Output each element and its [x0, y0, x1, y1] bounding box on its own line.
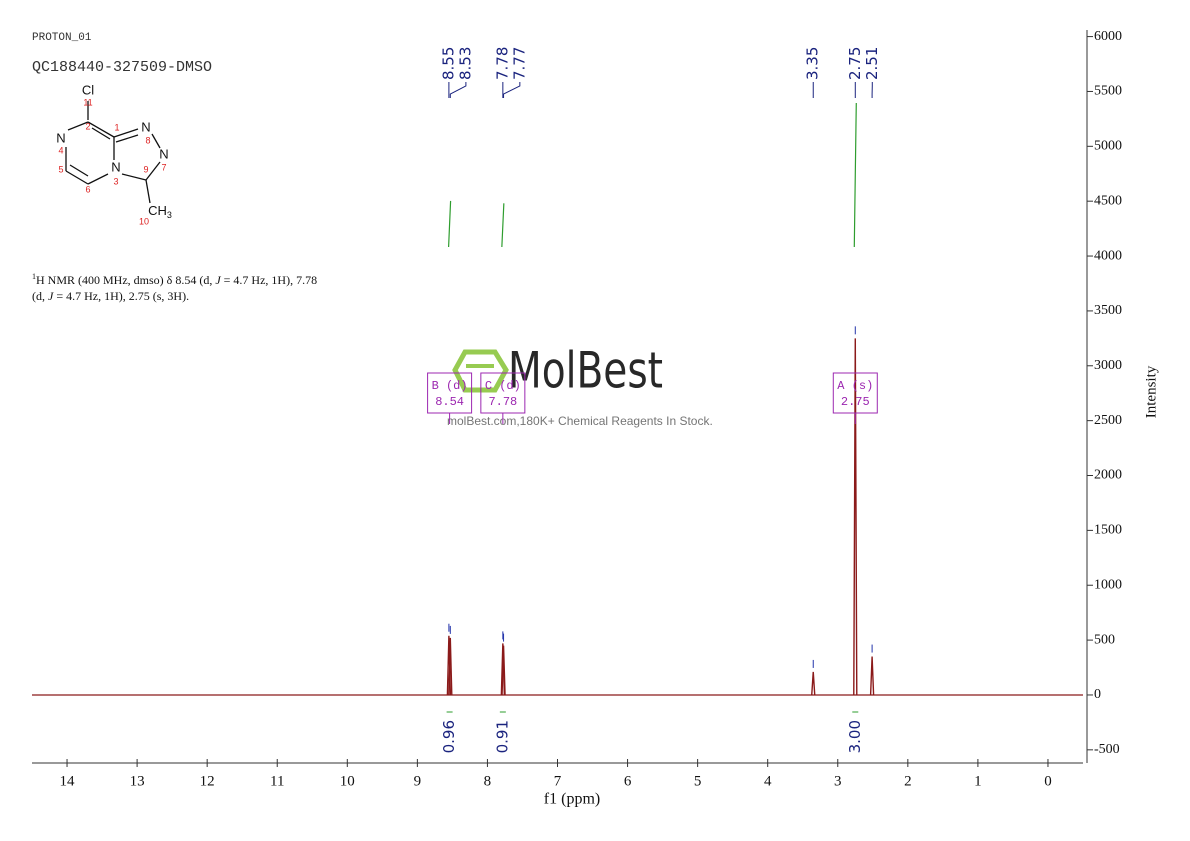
- description-line: (d, J = 4.7 Hz, 1H), 2.75 (s, 3H).: [32, 289, 189, 303]
- peak: [853, 338, 858, 695]
- x-tick-label: 10: [340, 773, 355, 789]
- description-line: 1H NMR (400 MHz, dmso) δ 8.54 (d, J = 4.…: [32, 272, 317, 287]
- y-tick-label: -500: [1094, 742, 1120, 757]
- peak-label: 8.55: [439, 47, 457, 80]
- integral-curve: [853, 102, 857, 248]
- peak-label: 2.51: [863, 47, 881, 80]
- multiplet-label: B (d): [432, 379, 468, 393]
- text: H NMR (400 MHz, dmso) δ 8.54 (d,: [36, 273, 215, 287]
- x-tick-label: 0: [1044, 773, 1052, 789]
- superscript: 1: [32, 272, 36, 281]
- x-tick-label: 9: [414, 773, 422, 789]
- x-tick-label: 14: [60, 773, 76, 789]
- text: = 4.7 Hz, 1H), 7.78: [221, 273, 317, 287]
- text: J: [48, 289, 54, 303]
- peak-label: 3.35: [804, 47, 822, 80]
- integral-label: 3.00: [846, 720, 864, 753]
- atom-number: 3: [113, 176, 118, 186]
- peak-connector: [503, 82, 521, 98]
- multiplet-label: A (s): [837, 379, 873, 393]
- integral-curve: [501, 203, 505, 248]
- atom: N: [56, 130, 65, 145]
- peak: [811, 671, 816, 696]
- y-tick-label: 2500: [1094, 413, 1122, 428]
- atom-number: 8: [145, 135, 150, 145]
- x-tick-label: 8: [484, 773, 492, 789]
- peak: [448, 637, 453, 695]
- peak-label: 2.75: [846, 47, 864, 80]
- atom-number: 7: [161, 162, 166, 172]
- peak: [869, 656, 875, 695]
- y-tick-label: 6000: [1094, 29, 1122, 44]
- x-axis-label: f1 (ppm): [544, 791, 600, 808]
- multiplet-label: C (d): [485, 379, 521, 393]
- y-tick-label: 4000: [1094, 248, 1122, 263]
- subtitle: QC188440-327509-DMSO: [32, 59, 212, 76]
- x-tick-label: 13: [130, 773, 145, 789]
- watermark-tagline: molBest.com,180K+ Chemical Reagents In S…: [447, 414, 713, 428]
- x-tick-label: 2: [904, 773, 912, 789]
- watermark: MolBest molBest.com,180K+ Chemical Reage…: [447, 342, 713, 429]
- peak-connector: [449, 82, 467, 98]
- y-tick-label: 2000: [1094, 468, 1122, 483]
- atom-number: 11: [83, 97, 92, 107]
- integral-curve: [447, 200, 452, 248]
- y-axis-label: Intensity: [1143, 365, 1159, 418]
- x-tick-label: 1: [974, 773, 982, 789]
- y-tick-label: 3500: [1094, 303, 1122, 318]
- atom-number: 9: [143, 164, 148, 174]
- multiplet-shift: 8.54: [435, 395, 464, 409]
- x-tick-label: 4: [764, 773, 772, 789]
- y-tick-label: 5000: [1094, 139, 1122, 154]
- atom: CH3: [148, 203, 172, 220]
- watermark-brand: MolBest: [508, 342, 663, 400]
- integral-label: 0.96: [440, 720, 458, 753]
- atom-part: CH: [148, 203, 167, 218]
- multiplet-shift: 7.78: [488, 395, 517, 409]
- y-tick-label: 1500: [1094, 523, 1122, 538]
- y-tick-label: 1000: [1094, 577, 1122, 592]
- x-tick-label: 5: [694, 773, 702, 789]
- integral-label: 0.91: [493, 720, 511, 753]
- peak-label: 8.53: [456, 47, 474, 80]
- text: J: [215, 273, 221, 287]
- x-tick-label: 3: [834, 773, 842, 789]
- peak: [501, 645, 506, 695]
- title: PROTON_01: [32, 32, 92, 44]
- atom-subscript: 3: [167, 210, 172, 220]
- text: (d,: [32, 289, 48, 303]
- x-tick-label: 6: [624, 773, 632, 789]
- atom-number: 2: [85, 121, 90, 131]
- atom-number: 6: [85, 184, 90, 194]
- peak-label: 7.77: [510, 47, 528, 80]
- x-tick-label: 11: [270, 773, 284, 789]
- peak-label: 7.78: [493, 47, 511, 80]
- x-tick-label: 7: [554, 773, 562, 789]
- atom: N: [111, 159, 120, 174]
- text: = 4.7 Hz, 1H), 2.75 (s, 3H).: [53, 289, 189, 303]
- x-tick-label: 12: [200, 773, 215, 789]
- atom-number: 1: [114, 122, 119, 132]
- y-tick-label: 500: [1094, 632, 1115, 647]
- atom-number: 10: [139, 216, 149, 226]
- structure: [65, 101, 161, 204]
- y-tick-label: 3000: [1094, 358, 1122, 373]
- y-tick-label: 0: [1094, 687, 1101, 702]
- y-tick-label: 4500: [1094, 193, 1122, 208]
- atom: N: [159, 146, 168, 161]
- multiplet-shift: 2.75: [841, 395, 870, 409]
- y-tick-label: 5500: [1094, 84, 1122, 99]
- atom-number: 5: [58, 164, 63, 174]
- atom: Cl: [82, 82, 94, 97]
- atom-number: 4: [58, 145, 63, 155]
- atom: N: [141, 119, 150, 134]
